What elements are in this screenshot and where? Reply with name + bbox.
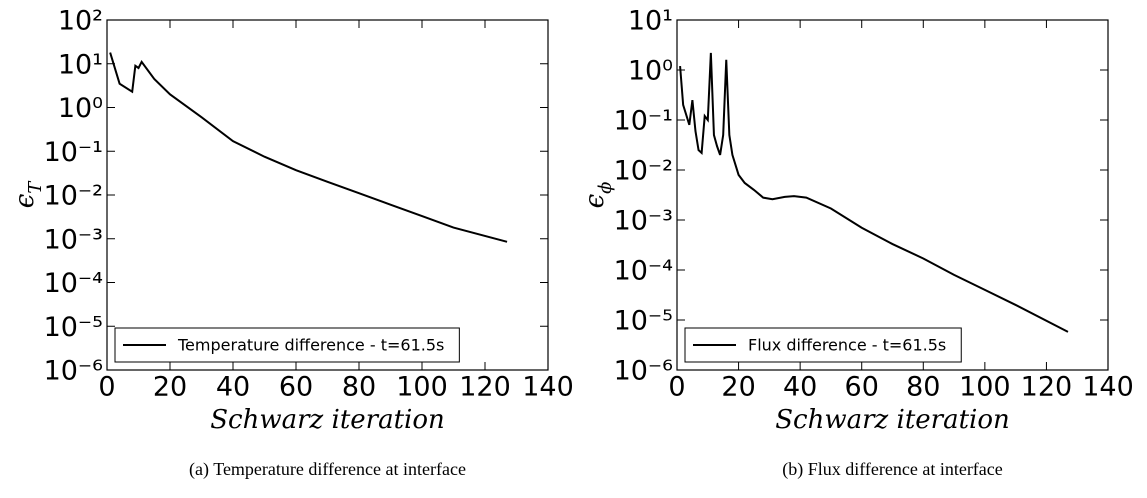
y-axis-subscript: T — [25, 180, 46, 194]
x-tick-label: 120 — [1021, 372, 1073, 403]
y-axis-symbol: ϵ — [580, 193, 610, 208]
x-axis-label: Schwarz iteration — [210, 405, 445, 435]
x-tick-label: 60 — [279, 372, 313, 403]
y-tick-label: 10⁻⁶ — [614, 356, 673, 387]
axes-frame — [676, 19, 1109, 371]
y-tick-label: 10⁻¹ — [44, 137, 103, 168]
y-axis-label: ϵT — [10, 180, 46, 209]
y-tick-label: 10⁻⁴ — [44, 268, 103, 299]
y-tick-label: 10⁻⁴ — [614, 256, 673, 287]
axes-frame — [106, 19, 549, 371]
y-tick-label: 10² — [58, 6, 103, 37]
x-tick-label: 120 — [459, 372, 511, 403]
data-line — [109, 52, 508, 243]
x-tick-label: 20 — [153, 372, 187, 403]
x-tick-label: 0 — [668, 372, 685, 403]
y-axis-subscript: ϕ — [595, 182, 616, 194]
x-tick-label: 80 — [342, 372, 376, 403]
caption: (a) Temperature difference at interface — [189, 459, 466, 480]
y-tick-label: 10¹ — [58, 49, 103, 80]
y-tick-label: 10⁻² — [614, 156, 673, 187]
x-tick-label: 20 — [721, 372, 755, 403]
legend: Temperature difference - t=61.5s — [114, 327, 460, 363]
legend-text: Temperature difference - t=61.5s — [177, 336, 444, 355]
y-axis-symbol: ϵ — [10, 193, 40, 208]
x-axis-label: Schwarz iteration — [775, 405, 1010, 435]
caption: (b) Flux difference at interface — [782, 459, 1003, 480]
x-tick-label: 100 — [959, 372, 1011, 403]
y-tick-label: 10⁻² — [44, 181, 103, 212]
legend: Flux difference - t=61.5s — [684, 327, 962, 363]
legend-text: Flux difference - t=61.5s — [748, 336, 946, 355]
y-tick-label: 10⁻³ — [614, 206, 673, 237]
x-tick-label: 140 — [522, 372, 574, 403]
y-tick-label: 10⁰ — [58, 93, 103, 124]
x-tick-label: 100 — [396, 372, 448, 403]
y-tick-label: 10⁻⁵ — [44, 312, 103, 343]
y-tick-label: 10⁻³ — [44, 224, 103, 255]
x-tick-label: 0 — [98, 372, 115, 403]
y-tick-label: 10¹ — [628, 6, 673, 37]
legend-box — [114, 327, 460, 363]
y-tick-label: 10⁻⁵ — [614, 306, 673, 337]
x-tick-label: 140 — [1082, 372, 1134, 403]
y-tick-label: 10⁻¹ — [614, 106, 673, 137]
x-tick-label: 40 — [216, 372, 250, 403]
subplot: 10⁻⁶ 10⁻⁵ 10⁻⁴ 10⁻³ 10⁻² 10⁻¹ 10⁰ 10¹ 0 20 40 60 80 1… — [580, 6, 1134, 481]
y-tick-label: 10⁻⁶ — [44, 356, 103, 387]
y-tick-label: 10⁰ — [628, 56, 673, 87]
x-tick-label: 60 — [845, 372, 879, 403]
x-tick-label: 40 — [783, 372, 817, 403]
x-tick-label: 80 — [906, 372, 940, 403]
y-axis-label: ϵϕ — [580, 182, 616, 209]
subplot: 10⁻⁶ 10⁻⁵ 10⁻⁴ 10⁻³ 10⁻² 10⁻¹ 10⁰ 10¹ 10² 0 20 40 60… — [10, 6, 574, 481]
data-line — [679, 52, 1069, 333]
